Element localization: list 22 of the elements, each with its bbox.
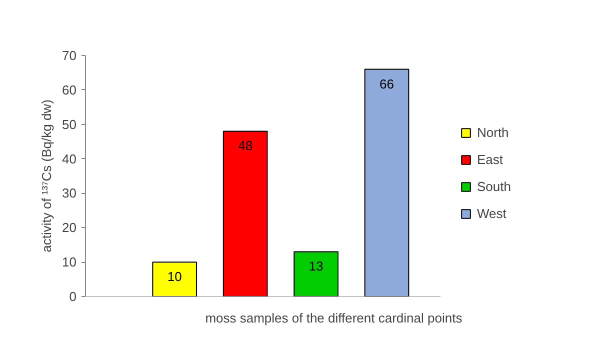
y-tick-label: 60 [62,82,77,98]
legend-label: North [477,125,509,140]
legend-label: East [477,152,504,167]
bar [364,68,410,296]
y-tick-label: 30 [62,186,77,201]
bar [294,251,338,296]
bar [152,262,198,296]
y-tick-label: 10 [62,254,77,270]
y-tick-label: 50 [62,116,77,132]
data-label: 10 [167,269,182,284]
legend-label: South [477,179,511,194]
bar [222,130,268,296]
x-axis-title: moss samples of the different cardinal points [205,310,463,326]
y-tick-label: 40 [62,151,77,166]
y-axis-title: activity of ¹³⁷Cs (Bq/kg dw) [39,100,54,252]
y-tick-label: 70 [62,48,77,63]
y-tick-label: 20 [62,220,77,236]
data-label: 13 [308,258,324,274]
legend-label: West [477,206,506,221]
data-label: 66 [380,76,394,92]
y-tick-label: 0 [69,289,77,304]
data-label: 48 [238,138,253,154]
